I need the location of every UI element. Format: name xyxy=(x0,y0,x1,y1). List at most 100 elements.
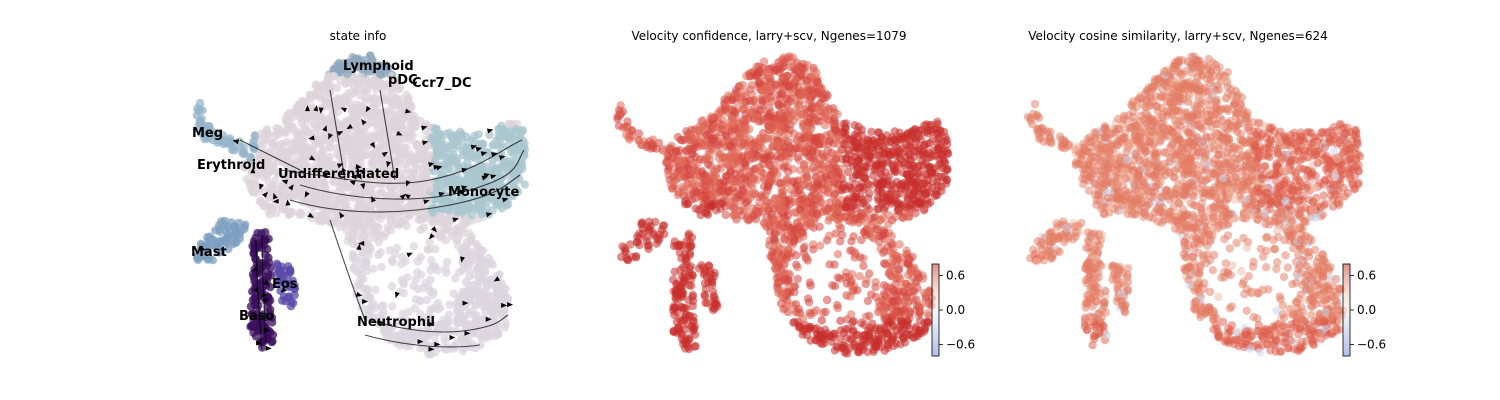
cell-point xyxy=(195,99,205,108)
cell-point xyxy=(261,235,271,245)
cell-point xyxy=(442,257,452,267)
cell-point xyxy=(912,277,921,286)
cell-point xyxy=(377,262,386,272)
cell-point xyxy=(745,140,755,149)
cell-point xyxy=(396,329,405,339)
cell-point xyxy=(938,151,947,160)
cell-point xyxy=(238,148,247,158)
cluster-label-baso: Baso xyxy=(239,309,274,324)
cell-point xyxy=(445,164,454,174)
cell-point xyxy=(320,198,329,207)
cell-point xyxy=(409,242,419,251)
cell-point xyxy=(351,256,361,266)
cell-point xyxy=(821,307,830,317)
cell-point xyxy=(833,343,843,352)
cell-point xyxy=(424,245,434,254)
cell-point xyxy=(441,319,450,329)
cell-point xyxy=(406,200,415,210)
cell-point xyxy=(392,94,402,104)
cell-point xyxy=(407,122,417,131)
cell-point xyxy=(451,156,460,166)
cell-point xyxy=(406,100,415,110)
cell-point xyxy=(312,121,321,131)
cell-point xyxy=(419,214,429,223)
cell-point xyxy=(331,204,340,213)
cell-point xyxy=(415,296,424,305)
cell-point xyxy=(251,254,260,263)
cell-point xyxy=(376,158,386,167)
cell-point xyxy=(321,118,330,127)
cell-point xyxy=(474,130,483,139)
cell-point xyxy=(215,227,225,236)
cell-point xyxy=(375,179,385,189)
cell-point xyxy=(892,167,901,176)
velocity-arrow xyxy=(406,252,413,258)
cell-point xyxy=(490,328,499,337)
cell-point xyxy=(283,137,292,147)
cell-point xyxy=(472,173,481,182)
cell-point xyxy=(823,187,832,196)
cell-point xyxy=(865,181,875,190)
cell-point xyxy=(363,167,373,176)
cell-point xyxy=(453,305,462,314)
cell-point xyxy=(474,199,483,209)
cell-point xyxy=(296,208,305,217)
cell-point xyxy=(486,275,496,284)
cell-point xyxy=(364,292,373,301)
cell-point xyxy=(250,132,260,141)
cell-point xyxy=(367,302,376,311)
cell-point xyxy=(847,237,856,246)
cell-point xyxy=(880,247,889,256)
cell-point xyxy=(273,268,283,278)
cell-point xyxy=(675,165,684,175)
cell-point xyxy=(679,187,689,196)
cell-point xyxy=(369,226,379,235)
cell-point xyxy=(268,138,278,147)
cell-point xyxy=(464,259,474,269)
cell-point xyxy=(865,311,874,320)
cell-point xyxy=(806,281,815,290)
cell-point xyxy=(488,260,497,269)
cell-point xyxy=(228,145,237,155)
cell-point xyxy=(292,108,302,118)
cluster-label-eos: Eos xyxy=(272,277,298,292)
cell-point xyxy=(430,332,439,342)
cell-point xyxy=(713,147,722,157)
cell-point xyxy=(325,143,334,152)
cell-point xyxy=(373,132,383,141)
cell-point xyxy=(642,237,652,246)
cell-point xyxy=(426,349,435,359)
cell-point xyxy=(782,174,792,184)
cell-point xyxy=(342,197,351,207)
cell-point xyxy=(221,233,231,243)
cell-point xyxy=(357,135,367,144)
cell-point xyxy=(316,155,325,164)
cell-point xyxy=(475,266,484,276)
cell-point xyxy=(341,98,350,107)
cell-point xyxy=(295,135,304,145)
cell-point xyxy=(849,317,858,326)
cell-point xyxy=(195,116,205,126)
cell-point xyxy=(371,285,380,294)
cell-point xyxy=(520,180,529,189)
cell-point xyxy=(397,259,406,269)
cell-point xyxy=(822,295,832,305)
cell-point xyxy=(833,301,842,310)
cell-point xyxy=(719,177,728,186)
cell-point xyxy=(799,211,809,220)
cell-point xyxy=(790,288,799,297)
cell-point xyxy=(425,184,434,193)
cell-point xyxy=(397,122,406,132)
cell-point xyxy=(394,153,404,162)
cell-point xyxy=(305,90,314,99)
cell-point xyxy=(720,105,729,115)
cell-point xyxy=(458,346,467,356)
cell-point xyxy=(220,216,230,226)
cell-point xyxy=(780,57,790,67)
cell-point xyxy=(778,205,787,214)
cell-point xyxy=(889,287,899,296)
cell-point xyxy=(467,210,477,220)
cell-point xyxy=(367,184,376,193)
cell-point xyxy=(268,337,277,346)
cell-point xyxy=(741,129,750,138)
